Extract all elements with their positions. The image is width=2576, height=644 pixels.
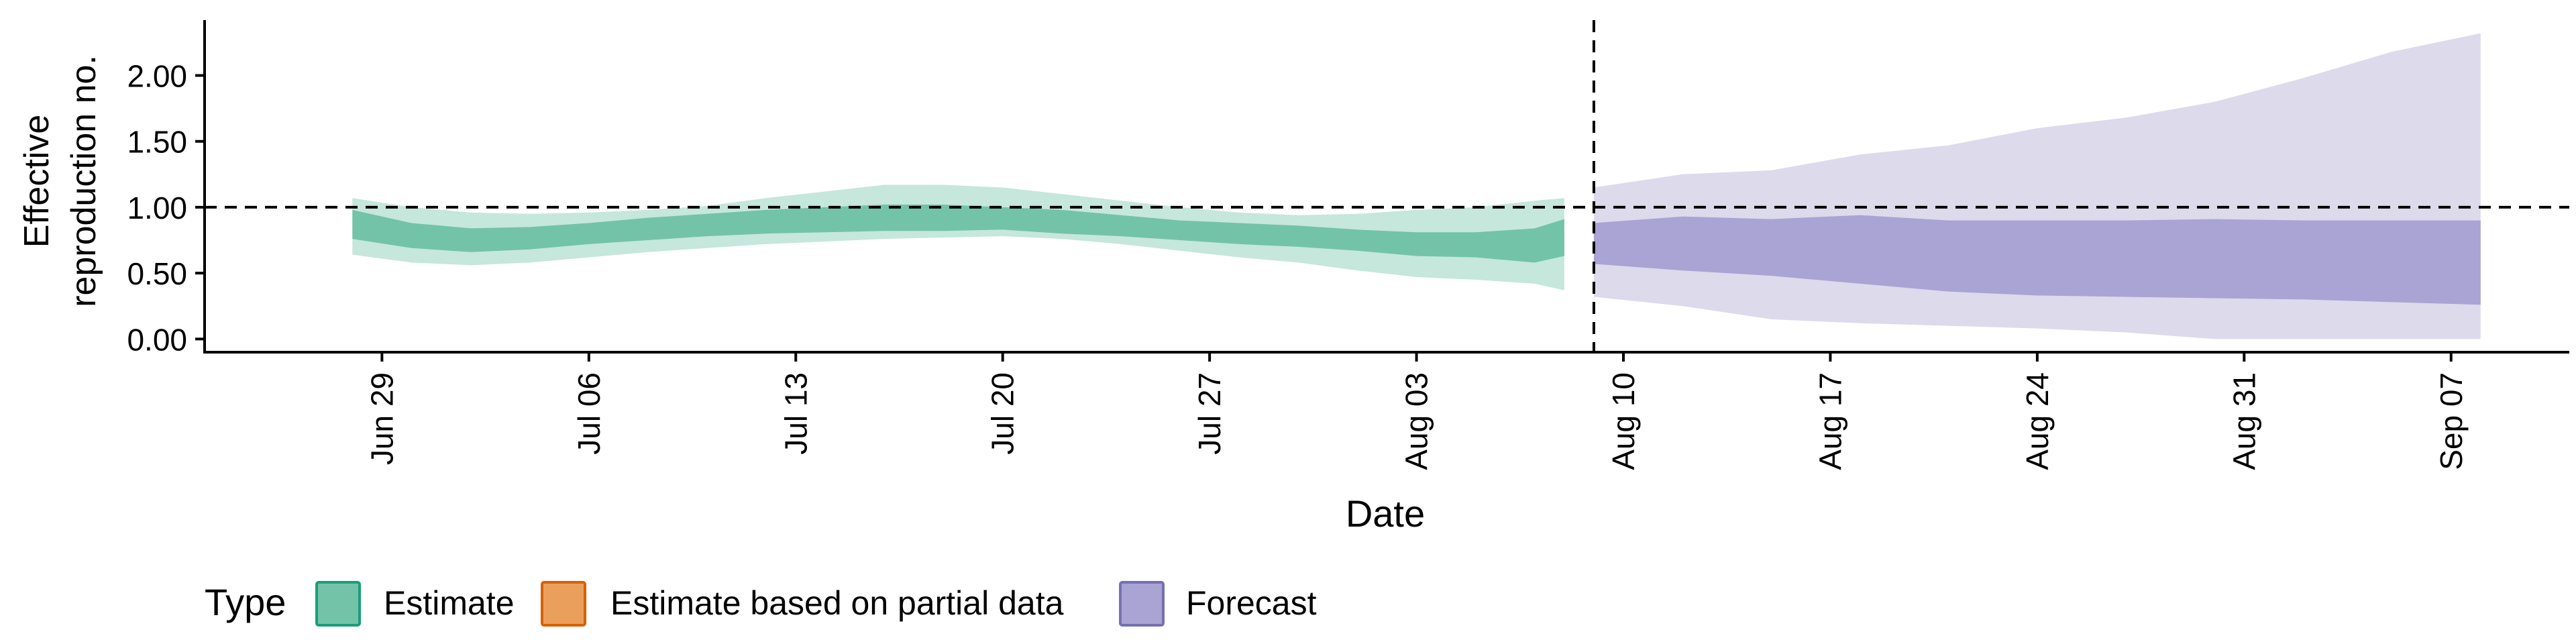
- x-tick-label: Jul 06: [572, 372, 606, 455]
- y-tick-label: 1.00: [127, 191, 187, 225]
- legend-key-forecast: [1119, 581, 1165, 627]
- x-axis-title: Date: [1346, 492, 1425, 535]
- x-tick-label: Jul 20: [985, 372, 1020, 455]
- x-axis-ticks: Jun 29 Jul 06 Jul 13 Jul 20 Jul 27 Aug 03 Aug …: [364, 352, 2469, 470]
- y-axis-title-line1: Effective: [17, 115, 56, 248]
- legend-label-partial: Estimate based on partial data: [610, 584, 1064, 622]
- legend-label-estimate: Estimate: [384, 584, 515, 622]
- ribbon-estimate-inner: [352, 205, 1564, 263]
- legend-key-estimate: [315, 581, 361, 627]
- legend-label-forecast: Forecast: [1186, 584, 1317, 622]
- x-tick-label: Jul 13: [778, 372, 813, 455]
- ribbon-layer: [352, 33, 2481, 339]
- legend-key-partial: [541, 581, 586, 627]
- x-tick-label: Sep 07: [2434, 372, 2469, 470]
- y-tick-label: 0.00: [127, 322, 187, 357]
- x-tick-label: Jun 29: [364, 372, 399, 465]
- y-tick-label: 1.50: [127, 125, 187, 160]
- y-axis-title-line2: reproduction no.: [64, 55, 103, 307]
- x-tick-label: Aug 10: [1606, 372, 1641, 470]
- y-tick-label: 0.50: [127, 256, 187, 291]
- x-tick-label: Aug 17: [1813, 372, 1847, 470]
- x-tick-label: Aug 24: [2020, 372, 2055, 470]
- legend-title: Type: [205, 581, 286, 623]
- ribbon-forecast-inner: [1593, 215, 2481, 305]
- legend: Type Estimate Estimate based on partial …: [205, 581, 1317, 627]
- y-axis-ticks: 0.00 0.50 1.00 1.50 2.00: [127, 59, 205, 357]
- x-tick-label: Jul 27: [1192, 372, 1227, 455]
- y-tick-label: 2.00: [127, 59, 187, 94]
- x-tick-label: Aug 03: [1399, 372, 1434, 470]
- x-tick-label: Aug 31: [2226, 372, 2261, 470]
- ribbon-estimate-outer: [352, 184, 1564, 290]
